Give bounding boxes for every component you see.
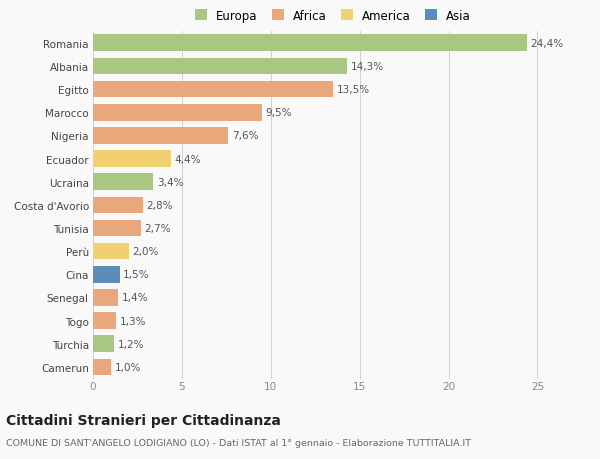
Bar bbox=[93, 197, 143, 214]
Bar bbox=[93, 105, 262, 121]
Text: 1,5%: 1,5% bbox=[123, 270, 150, 280]
Bar bbox=[93, 128, 228, 145]
Bar bbox=[93, 174, 154, 190]
Bar bbox=[93, 220, 141, 237]
Text: 1,4%: 1,4% bbox=[121, 293, 148, 303]
Bar bbox=[93, 313, 116, 329]
Text: 2,7%: 2,7% bbox=[145, 224, 171, 234]
Bar bbox=[93, 359, 111, 375]
Bar bbox=[93, 82, 333, 98]
Text: 1,0%: 1,0% bbox=[115, 362, 141, 372]
Text: COMUNE DI SANT'ANGELO LODIGIANO (LO) - Dati ISTAT al 1° gennaio - Elaborazione T: COMUNE DI SANT'ANGELO LODIGIANO (LO) - D… bbox=[6, 438, 471, 448]
Text: 1,2%: 1,2% bbox=[118, 339, 145, 349]
Text: 2,8%: 2,8% bbox=[146, 201, 173, 210]
Legend: Europa, Africa, America, Asia: Europa, Africa, America, Asia bbox=[195, 10, 471, 23]
Text: 1,3%: 1,3% bbox=[119, 316, 146, 326]
Text: 2,0%: 2,0% bbox=[132, 246, 158, 257]
Bar bbox=[93, 58, 347, 75]
Bar bbox=[93, 35, 527, 52]
Text: 7,6%: 7,6% bbox=[232, 131, 258, 141]
Text: 4,4%: 4,4% bbox=[175, 154, 201, 164]
Text: 24,4%: 24,4% bbox=[530, 39, 563, 49]
Text: 14,3%: 14,3% bbox=[351, 62, 384, 72]
Bar bbox=[93, 151, 171, 168]
Text: Cittadini Stranieri per Cittadinanza: Cittadini Stranieri per Cittadinanza bbox=[6, 413, 281, 427]
Bar bbox=[93, 336, 115, 353]
Text: 3,4%: 3,4% bbox=[157, 177, 184, 187]
Text: 13,5%: 13,5% bbox=[337, 85, 370, 95]
Text: 9,5%: 9,5% bbox=[265, 108, 292, 118]
Bar bbox=[93, 290, 118, 306]
Bar bbox=[93, 243, 128, 260]
Bar bbox=[93, 266, 119, 283]
